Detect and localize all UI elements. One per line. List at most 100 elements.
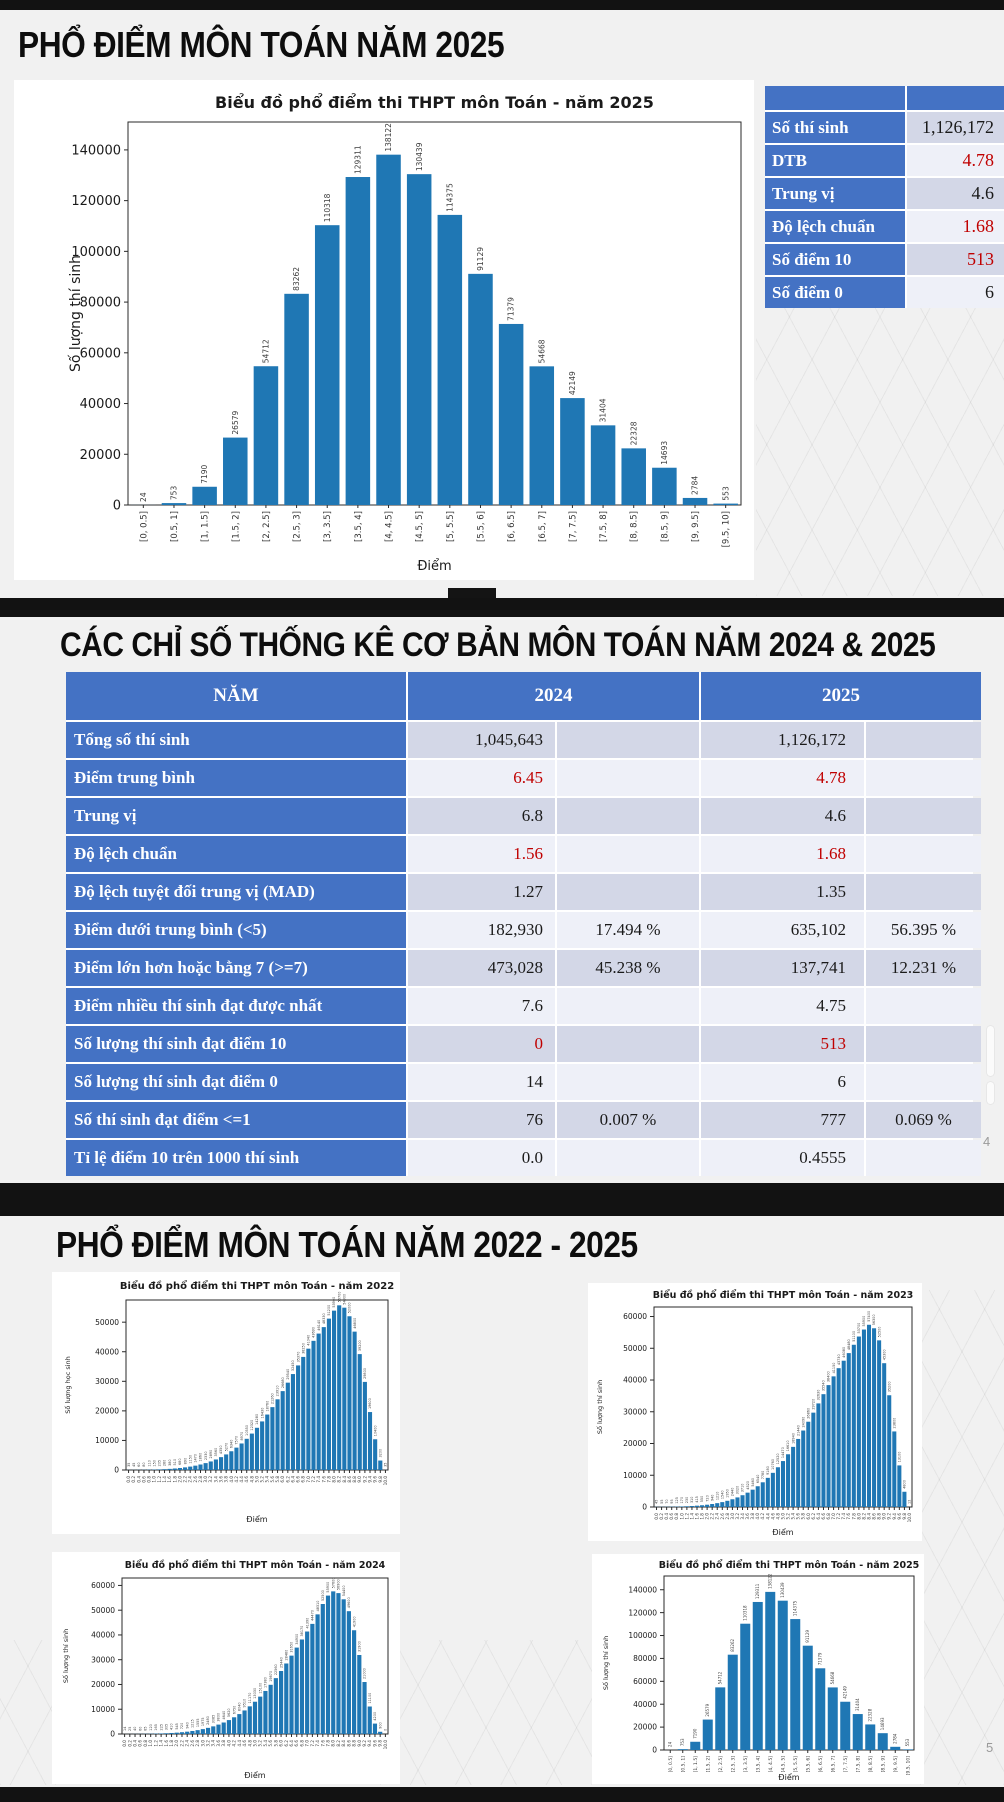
svg-text:120: 120 <box>149 1724 153 1730</box>
metric-label: Tổng số thí sinh <box>66 722 406 758</box>
svg-text:6.6: 6.6 <box>294 1740 299 1747</box>
svg-text:41900: 41900 <box>352 1616 356 1627</box>
svg-text:305: 305 <box>165 1724 169 1730</box>
svg-text:56300: 56300 <box>872 1314 876 1325</box>
svg-text:Điểm: Điểm <box>778 1772 799 1782</box>
svg-text:[3.5, 4]: [3.5, 4] <box>755 1756 761 1773</box>
bottom-black-band <box>0 1787 1004 1802</box>
cell-2025-value: 635,102 <box>701 912 864 948</box>
svg-text:[7, 7.5]: [7, 7.5] <box>568 511 578 542</box>
svg-text:1.0: 1.0 <box>152 1476 157 1483</box>
svg-text:26579: 26579 <box>231 410 240 434</box>
svg-text:46080: 46080 <box>842 1347 846 1358</box>
svg-text:0.6: 0.6 <box>141 1476 146 1483</box>
cell-2024-value: 76 <box>408 1102 555 1138</box>
svg-text:54712: 54712 <box>718 1671 723 1684</box>
svg-text:3.2: 3.2 <box>208 1476 213 1483</box>
svg-text:54712: 54712 <box>262 339 271 363</box>
stat-label: Độ lệch chuẩn <box>765 211 905 242</box>
svg-text:[5, 5.5]: [5, 5.5] <box>446 511 456 542</box>
cell-2025-value: 4.75 <box>701 988 864 1024</box>
svg-text:8.8: 8.8 <box>877 1513 882 1520</box>
svg-text:40000: 40000 <box>633 1700 657 1709</box>
svg-text:1150: 1150 <box>188 1455 192 1464</box>
svg-text:3710: 3710 <box>741 1484 745 1493</box>
scrollbar-thumb[interactable] <box>987 1026 994 1076</box>
cell-2025-value: 4.6 <box>701 798 864 834</box>
svg-text:6.2: 6.2 <box>811 1513 816 1520</box>
cell-2024-percent <box>557 1064 699 1100</box>
svg-text:20000: 20000 <box>633 1723 657 1732</box>
cell-2025-percent <box>866 798 981 834</box>
svg-text:6.6: 6.6 <box>296 1476 301 1483</box>
svg-text:14280: 14280 <box>255 1414 259 1425</box>
svg-text:46140: 46140 <box>317 1320 321 1331</box>
svg-text:2440: 2440 <box>731 1488 735 1497</box>
svg-text:0: 0 <box>642 1503 647 1512</box>
svg-text:9.6: 9.6 <box>897 1513 902 1520</box>
svg-text:6.2: 6.2 <box>285 1476 290 1483</box>
svg-text:32630: 32630 <box>817 1390 821 1401</box>
svg-text:4.8: 4.8 <box>775 1513 780 1520</box>
svg-text:6540: 6540 <box>756 1475 760 1484</box>
svg-text:5.6: 5.6 <box>796 1513 801 1520</box>
svg-text:1950: 1950 <box>726 1489 730 1498</box>
svg-text:6340: 6340 <box>230 1440 234 1449</box>
svg-text:5620: 5620 <box>227 1708 231 1717</box>
svg-text:[3, 3.5]: [3, 3.5] <box>743 1756 749 1773</box>
svg-text:91129: 91129 <box>805 1630 810 1643</box>
cell-2024-value: 473,028 <box>408 950 555 986</box>
svg-text:2.6: 2.6 <box>193 1476 198 1483</box>
svg-text:1.4: 1.4 <box>162 1476 167 1483</box>
svg-text:6750: 6750 <box>232 1706 236 1715</box>
svg-text:3020: 3020 <box>736 1486 740 1495</box>
cell-2024-value: 6.45 <box>408 760 555 796</box>
svg-text:24090: 24090 <box>801 1417 805 1428</box>
math-score-distribution-chart-2022: Biểu đồ phổ điểm thi THPT môn Toán - năm… <box>52 1272 400 1534</box>
svg-text:71379: 71379 <box>507 297 516 321</box>
svg-text:6.6: 6.6 <box>821 1513 826 1520</box>
svg-text:20000: 20000 <box>91 1680 115 1689</box>
svg-text:110318: 110318 <box>743 1605 748 1621</box>
svg-text:138122: 138122 <box>384 123 393 152</box>
cell-2025-value: 1,126,172 <box>701 722 864 758</box>
svg-text:12520: 12520 <box>776 1453 780 1464</box>
metric-label: Số lượng thí sinh đạt điểm 10 <box>66 1026 406 1062</box>
svg-text:19870: 19870 <box>269 1671 273 1682</box>
svg-text:21000: 21000 <box>363 1668 367 1679</box>
svg-text:40000: 40000 <box>91 1631 115 1640</box>
svg-text:3.4: 3.4 <box>211 1740 216 1747</box>
metric-label: Điểm trung bình <box>66 760 406 796</box>
svg-text:60: 60 <box>137 1462 141 1466</box>
stat-value: 1,126,172 <box>907 112 1004 143</box>
svg-text:720: 720 <box>180 1723 184 1729</box>
svg-text:[5, 5.5]: [5, 5.5] <box>793 1756 799 1773</box>
svg-text:8.8: 8.8 <box>352 1476 357 1483</box>
svg-text:0.0: 0.0 <box>654 1513 659 1520</box>
svg-text:3200: 3200 <box>378 1449 382 1458</box>
cell-2025-percent <box>866 836 981 872</box>
svg-text:53900: 53900 <box>332 1297 336 1308</box>
cell-2025-percent <box>866 1140 981 1176</box>
svg-text:5.0: 5.0 <box>252 1740 257 1747</box>
scrollbar-thumb[interactable] <box>987 1082 994 1104</box>
svg-text:5.2: 5.2 <box>786 1513 791 1520</box>
stat-value: 513 <box>907 244 1004 275</box>
svg-text:2890: 2890 <box>209 1450 213 1459</box>
svg-text:720: 720 <box>705 1495 709 1501</box>
svg-text:7.6: 7.6 <box>320 1740 325 1747</box>
table-header-2025: 2025 <box>701 672 981 720</box>
svg-text:4800: 4800 <box>903 1480 907 1489</box>
svg-text:7570: 7570 <box>235 1436 239 1445</box>
svg-text:9.6: 9.6 <box>373 1476 378 1483</box>
svg-text:1555: 1555 <box>196 1719 200 1728</box>
svg-text:6.4: 6.4 <box>289 1740 294 1747</box>
svg-text:1.0: 1.0 <box>679 1513 684 1520</box>
svg-text:1975: 1975 <box>201 1717 205 1726</box>
svg-text:0: 0 <box>110 1730 115 1739</box>
svg-text:83262: 83262 <box>292 267 301 291</box>
table-header-year: NĂM <box>66 672 406 720</box>
cell-2024-percent <box>557 836 699 872</box>
svg-text:15100: 15100 <box>258 1683 262 1694</box>
svg-text:130439: 130439 <box>780 1582 785 1598</box>
